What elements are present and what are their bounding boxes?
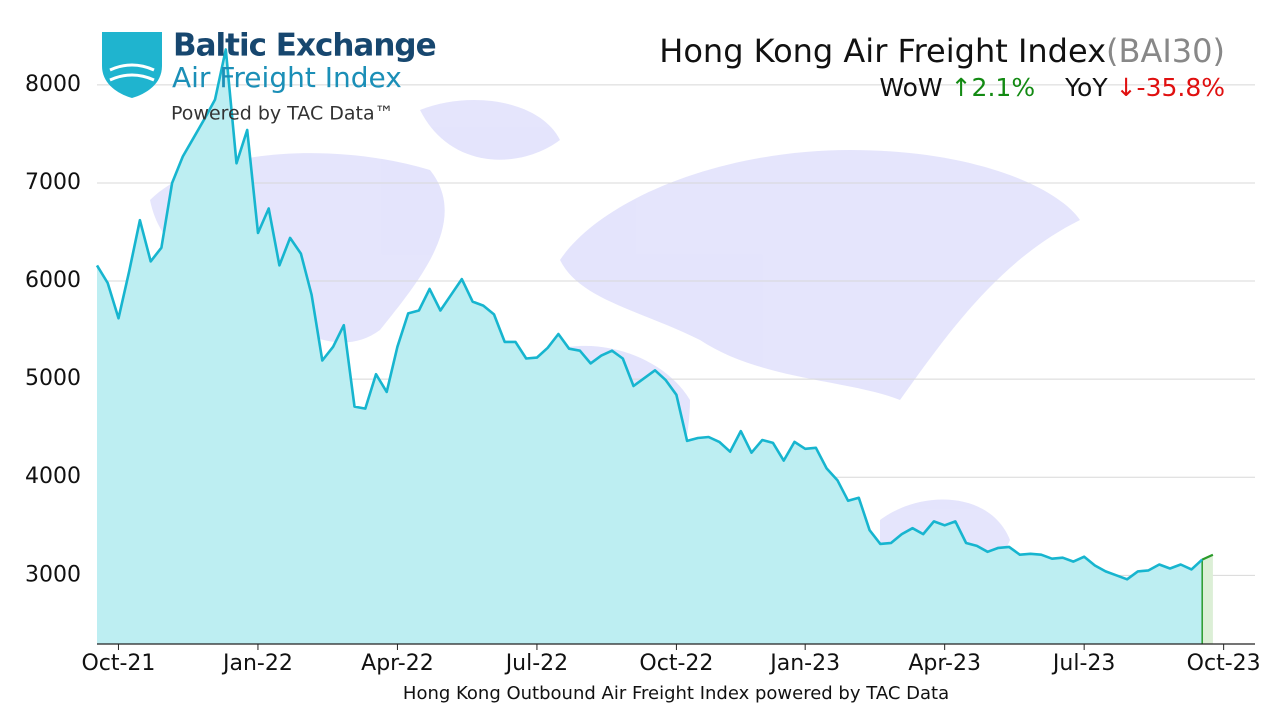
logo-name: Baltic Exchange bbox=[173, 28, 436, 64]
x-tick-label: Oct-22 bbox=[639, 651, 713, 676]
line bbox=[95, 48, 1204, 581]
x-tick-label: Jul-22 bbox=[504, 651, 568, 676]
latest-line bbox=[1201, 553, 1214, 561]
title-code: (BAI30) bbox=[1106, 32, 1225, 70]
x-tick-label: Oct-21 bbox=[81, 651, 155, 676]
logo-powered: Powered by TAC Data™ bbox=[171, 103, 394, 125]
yoy-value: ↓-35.8% bbox=[1116, 73, 1225, 102]
y-tick-label: 5000 bbox=[25, 366, 81, 391]
wow-label: WoW bbox=[879, 73, 942, 102]
x-tick-label: Jul-23 bbox=[1051, 651, 1115, 676]
x-tick-label: Apr-23 bbox=[908, 651, 981, 676]
y-tick-label: 8000 bbox=[25, 72, 81, 97]
x-axis-label: Hong Kong Outbound Air Freight Index pow… bbox=[403, 683, 949, 704]
y-tick-label: 4000 bbox=[25, 464, 81, 489]
title-text: Hong Kong Air Freight Index bbox=[659, 32, 1106, 70]
logo-waves bbox=[109, 63, 155, 82]
x-tick-label: Oct-23 bbox=[1187, 651, 1261, 676]
wow-value: ↑2.1% bbox=[951, 73, 1035, 102]
latest-area bbox=[1202, 554, 1213, 644]
changes: WoW ↑2.1% YoY ↓-35.8% bbox=[879, 73, 1225, 102]
plot bbox=[95, 48, 1214, 644]
chart-title: Hong Kong Air Freight Index(BAI30) bbox=[659, 32, 1225, 70]
y-tick-label: 7000 bbox=[25, 170, 81, 195]
x-tick-label: Apr-22 bbox=[361, 651, 434, 676]
yoy-label: YoY bbox=[1064, 73, 1108, 102]
y-tick-label: 6000 bbox=[25, 268, 81, 293]
logo-product: Air Freight Index bbox=[172, 61, 402, 94]
x-tick-label: Jan-22 bbox=[221, 651, 293, 676]
y-tick-label: 3000 bbox=[25, 562, 81, 587]
x-tick-label: Jan-23 bbox=[768, 651, 840, 676]
area bbox=[97, 49, 1203, 644]
logo: Baltic Exchange Air Freight Index Powere… bbox=[102, 28, 437, 125]
